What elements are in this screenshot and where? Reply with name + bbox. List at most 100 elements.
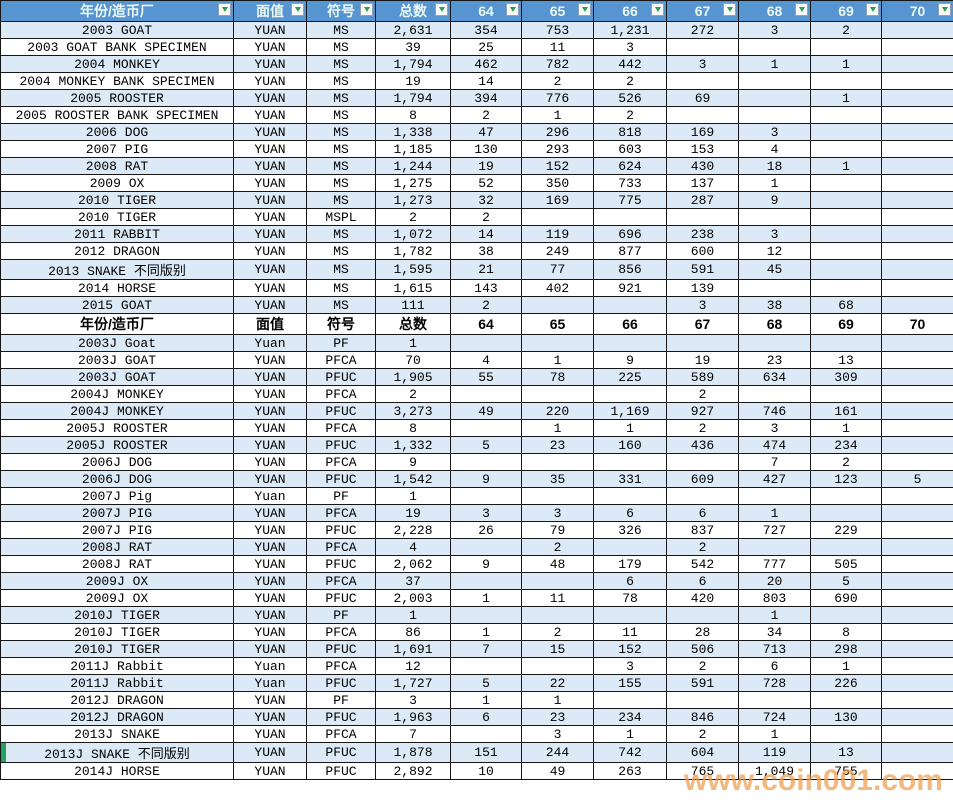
cell[interactable]: PFUC: [306, 640, 376, 658]
cell[interactable]: 11: [521, 589, 594, 607]
cell[interactable]: 1,542: [375, 470, 451, 488]
cell[interactable]: 2: [666, 725, 739, 743]
cell[interactable]: 309: [810, 368, 882, 386]
cell[interactable]: 13: [810, 351, 882, 369]
cell[interactable]: 78: [521, 368, 594, 386]
cell[interactable]: [810, 174, 882, 192]
cell[interactable]: 69: [810, 313, 882, 335]
cell[interactable]: 169: [666, 123, 739, 141]
cell[interactable]: [450, 606, 522, 624]
cell[interactable]: 2015 GOAT: [0, 296, 234, 314]
cell[interactable]: [593, 487, 667, 505]
cell[interactable]: [810, 242, 882, 260]
cell[interactable]: [450, 487, 522, 505]
cell[interactable]: [881, 55, 953, 73]
cell[interactable]: 67: [666, 313, 739, 335]
cell[interactable]: YUAN: [233, 157, 307, 175]
cell[interactable]: PFCA: [306, 538, 376, 556]
cell[interactable]: 2005J ROOSTER: [0, 436, 234, 454]
cell[interactable]: 1,794: [375, 89, 451, 107]
cell[interactable]: 1,727: [375, 674, 451, 692]
cell[interactable]: 37: [375, 572, 451, 590]
cell[interactable]: 727: [738, 521, 811, 539]
cell[interactable]: 2011J Rabbit: [0, 674, 234, 692]
cell[interactable]: 542: [666, 555, 739, 573]
cell[interactable]: 1: [450, 589, 522, 607]
cell[interactable]: [881, 640, 953, 658]
cell[interactable]: [810, 279, 882, 297]
cell[interactable]: [738, 38, 811, 56]
cell[interactable]: 70: [881, 313, 953, 335]
cell[interactable]: 2: [375, 385, 451, 403]
cell[interactable]: 2,003: [375, 589, 451, 607]
cell[interactable]: MS: [306, 140, 376, 158]
cell[interactable]: 155: [593, 674, 667, 692]
cell[interactable]: PFUC: [306, 436, 376, 454]
cell[interactable]: 1: [738, 606, 811, 624]
cell[interactable]: 153: [666, 140, 739, 158]
cell[interactable]: [810, 208, 882, 226]
cell[interactable]: 1: [521, 351, 594, 369]
cell[interactable]: 2012J DRAGON: [0, 691, 234, 709]
cell[interactable]: 6: [593, 572, 667, 590]
cell[interactable]: Yuan: [233, 487, 307, 505]
cell[interactable]: [450, 419, 522, 437]
cell[interactable]: 2010J TIGER: [0, 623, 234, 641]
cell[interactable]: [450, 334, 522, 352]
cell[interactable]: [810, 123, 882, 141]
cell[interactable]: [881, 296, 953, 314]
cell[interactable]: 18: [738, 157, 811, 175]
cell[interactable]: [881, 242, 953, 260]
cell[interactable]: 3: [666, 296, 739, 314]
cell[interactable]: MS: [306, 72, 376, 90]
cell[interactable]: 921: [593, 279, 667, 297]
cell[interactable]: 2007J PIG: [0, 521, 234, 539]
cell[interactable]: YUAN: [233, 555, 307, 573]
cell[interactable]: 7: [375, 725, 451, 743]
cell[interactable]: [881, 436, 953, 454]
cell[interactable]: 38: [450, 242, 522, 260]
cell[interactable]: YUAN: [233, 708, 307, 726]
cell[interactable]: 1: [593, 725, 667, 743]
cell[interactable]: 696: [593, 225, 667, 243]
cell[interactable]: 1,691: [375, 640, 451, 658]
cell[interactable]: [593, 208, 667, 226]
cell[interactable]: PFCA: [306, 504, 376, 522]
cell[interactable]: 927: [666, 402, 739, 420]
column-header[interactable]: 64: [450, 0, 522, 22]
cell[interactable]: PFCA: [306, 351, 376, 369]
cell[interactable]: [881, 453, 953, 471]
cell[interactable]: 14: [450, 72, 522, 90]
cell[interactable]: 1: [810, 89, 882, 107]
cell[interactable]: PFUC: [306, 742, 376, 763]
cell[interactable]: PFCA: [306, 623, 376, 641]
cell[interactable]: 1: [738, 55, 811, 73]
cell[interactable]: 79: [521, 521, 594, 539]
column-header[interactable]: 70: [881, 0, 953, 22]
cell[interactable]: YUAN: [233, 572, 307, 590]
cell[interactable]: 1: [738, 725, 811, 743]
cell[interactable]: 2010 TIGER: [0, 208, 234, 226]
cell[interactable]: 符号: [306, 313, 376, 335]
cell[interactable]: [521, 657, 594, 675]
cell[interactable]: 724: [738, 708, 811, 726]
cell[interactable]: 年份/造币厂: [0, 313, 234, 335]
cell[interactable]: 20: [738, 572, 811, 590]
cell[interactable]: MS: [306, 174, 376, 192]
cell[interactable]: YUAN: [233, 385, 307, 403]
cell[interactable]: 2003J GOAT: [0, 351, 234, 369]
cell[interactable]: 234: [593, 708, 667, 726]
cell[interactable]: [666, 72, 739, 90]
cell[interactable]: MS: [306, 296, 376, 314]
cell[interactable]: 77: [521, 259, 594, 280]
cell[interactable]: 1: [810, 657, 882, 675]
cell[interactable]: [521, 606, 594, 624]
cell[interactable]: 5: [881, 470, 953, 488]
cell[interactable]: 3: [738, 419, 811, 437]
cell[interactable]: [810, 225, 882, 243]
cell[interactable]: [810, 504, 882, 522]
cell[interactable]: 2005J ROOSTER: [0, 419, 234, 437]
cell[interactable]: [666, 453, 739, 471]
cell[interactable]: 442: [593, 55, 667, 73]
cell[interactable]: 354: [450, 21, 522, 39]
